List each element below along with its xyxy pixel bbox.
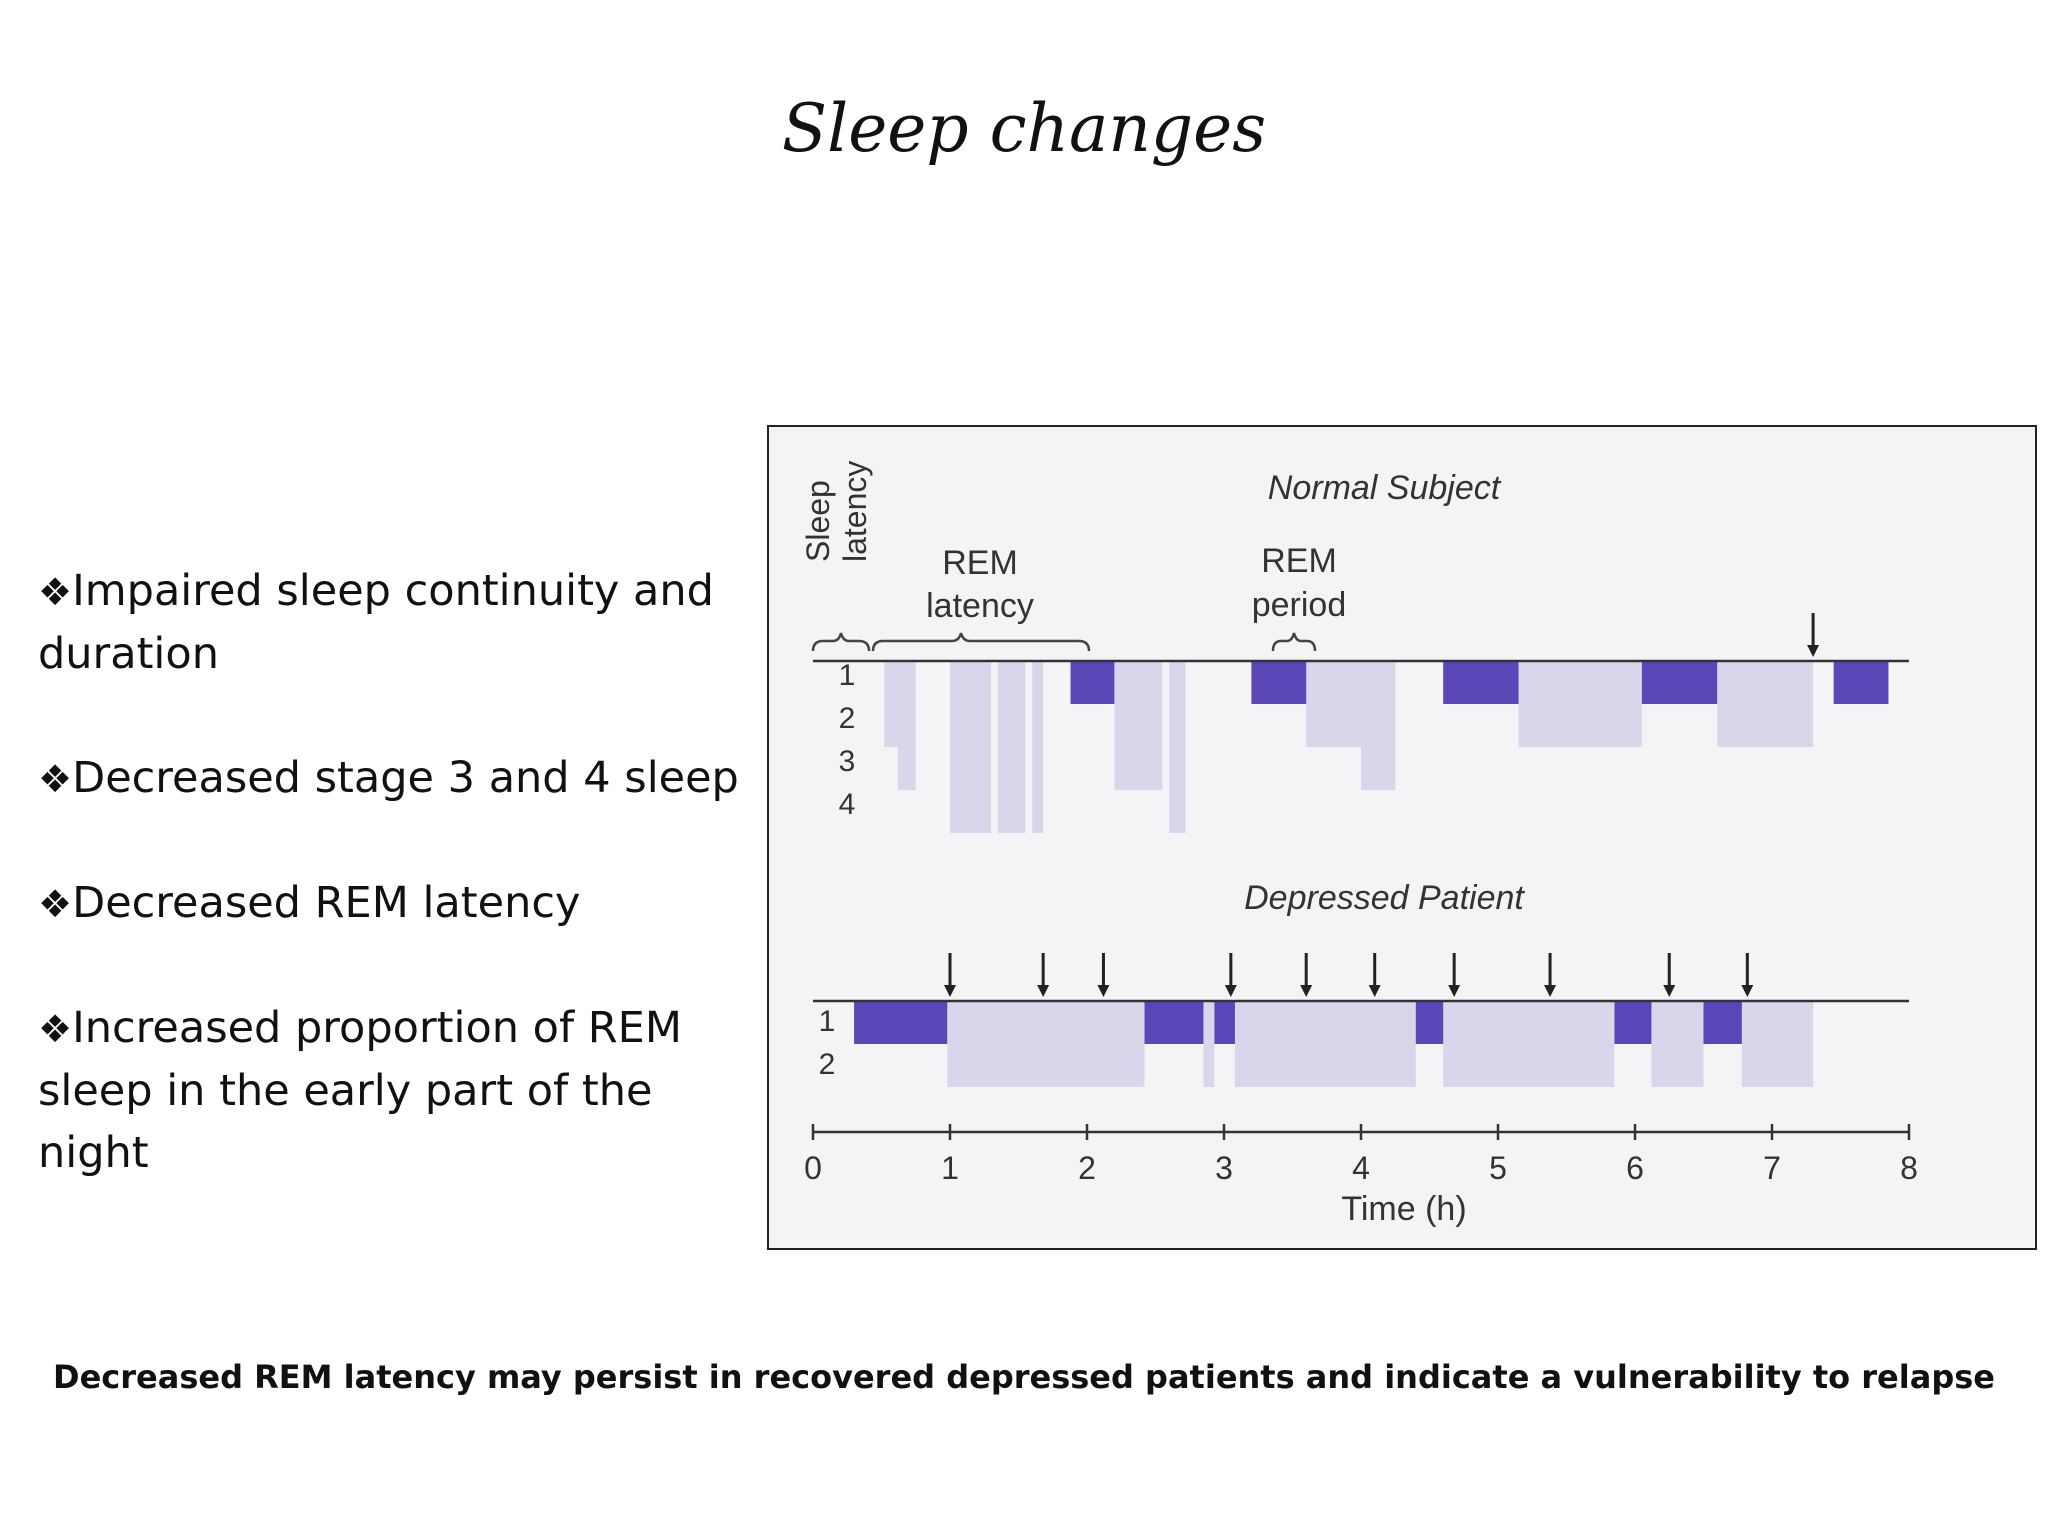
non-rem-segment	[1518, 661, 1642, 747]
sleep-latency-label-line2: latency	[837, 461, 873, 562]
non-rem-segment	[1234, 1001, 1416, 1087]
rem-period-bar	[1070, 661, 1115, 704]
awakening-arrow-icon	[1663, 985, 1676, 997]
stage-label: 2	[819, 1048, 836, 1081]
x-tick-label: 3	[1215, 1150, 1233, 1186]
stage-label: 3	[839, 745, 856, 778]
rem-period-bar	[854, 1001, 948, 1044]
time-axis-label: Time (h)	[1341, 1190, 1466, 1228]
non-rem-segment	[950, 661, 992, 833]
x-tick-label: 7	[1763, 1150, 1781, 1186]
rem-latency-label-line2: latency	[926, 587, 1034, 625]
rem-period-brace	[1271, 632, 1317, 652]
time-axis: 0 1 2 3 4 5 6 7 8	[804, 1124, 1918, 1186]
rem-period-bar	[1144, 1001, 1204, 1044]
x-tick-label: 6	[1626, 1150, 1644, 1186]
awakening-arrow-icon	[1300, 985, 1313, 997]
bullet-text: Impaired sleep continuity and duration	[38, 566, 714, 679]
rem-period-bar	[1833, 661, 1889, 704]
rem-latency-brace	[871, 632, 1091, 652]
bullet-list: ❖Impaired sleep continuity and duration …	[38, 560, 768, 1246]
stage-label: 1	[839, 659, 856, 692]
slide-title: Sleep changes	[781, 90, 1267, 167]
awakening-arrow-icon	[1224, 985, 1237, 997]
rem-period-bar	[1443, 661, 1519, 704]
stage-label: 1	[819, 1005, 836, 1038]
awakening-arrow-icon	[1544, 985, 1557, 997]
hypnogram-svg: Normal Subject Depressed Patient Sleep l…	[769, 427, 2035, 1248]
non-rem-segment	[997, 661, 1026, 833]
normal-hypnogram-bars	[884, 661, 1889, 833]
x-tick-label: 4	[1352, 1150, 1370, 1186]
awakening-arrow-icon	[1037, 985, 1050, 997]
awakening-arrow-icon	[1448, 985, 1461, 997]
stage-label: 2	[839, 702, 856, 735]
rem-period-bar	[1614, 1001, 1652, 1044]
rem-period-bar	[1641, 661, 1718, 704]
x-tick-label: 5	[1489, 1150, 1507, 1186]
rem-period-bar	[1703, 1001, 1742, 1044]
bullet-item: ❖Decreased stage 3 and 4 sleep	[38, 747, 768, 810]
bullet-item: ❖Impaired sleep continuity and duration	[38, 560, 768, 685]
awakening-arrow-icon	[944, 985, 956, 997]
x-tick-label: 1	[941, 1150, 959, 1186]
awakening-arrow-icon	[1097, 985, 1110, 997]
x-tick-label: 0	[804, 1150, 822, 1186]
depressed-stage-labels: 1 2	[819, 1005, 836, 1081]
non-rem-segment	[1741, 1001, 1814, 1087]
rem-period-label-line2: period	[1252, 586, 1347, 624]
awakening-arrow-icon	[1741, 985, 1754, 997]
diamond-bullet-icon: ❖	[38, 1007, 73, 1051]
normal-subject-title: Normal Subject	[1268, 469, 1502, 507]
diamond-bullet-icon: ❖	[38, 570, 73, 614]
x-tick-label: 2	[1078, 1150, 1096, 1186]
depressed-patient-title: Depressed Patient	[1244, 879, 1525, 917]
non-rem-segment	[1032, 661, 1044, 833]
bullet-item: ❖Decreased REM latency	[38, 872, 768, 935]
non-rem-segment	[1114, 661, 1163, 790]
non-rem-segment	[1306, 661, 1361, 747]
non-rem-segment	[1361, 661, 1396, 790]
awakening-arrow-icon	[1368, 985, 1381, 997]
non-rem-segment	[1443, 1001, 1615, 1087]
diamond-bullet-icon: ❖	[38, 882, 73, 926]
non-rem-segment	[884, 661, 898, 747]
diamond-bullet-icon: ❖	[38, 757, 73, 801]
rem-period-bar	[1214, 1001, 1235, 1044]
non-rem-segment	[947, 1001, 1145, 1087]
hypnogram-figure: Normal Subject Depressed Patient Sleep l…	[767, 425, 2037, 1250]
rem-period-bar	[1415, 1001, 1444, 1044]
x-tick-label: 8	[1900, 1150, 1918, 1186]
depressed-hypnogram-bars	[854, 1001, 1814, 1087]
non-rem-segment	[1717, 661, 1814, 747]
non-rem-segment	[1169, 661, 1186, 833]
stage-label: 4	[839, 788, 856, 821]
normal-stage-labels: 1 2 3 4	[839, 659, 856, 821]
awakening-arrows	[944, 613, 1820, 997]
non-rem-segment	[1651, 1001, 1704, 1087]
sleep-latency-label-line1: Sleep	[800, 480, 836, 562]
awakening-arrow-icon	[1807, 645, 1820, 657]
rem-latency-label-line1: REM	[942, 544, 1018, 582]
bullet-text: Increased proportion of REM sleep in the…	[38, 1003, 682, 1178]
non-rem-segment	[1203, 1001, 1215, 1087]
bullet-item: ❖Increased proportion of REM sleep in th…	[38, 997, 768, 1184]
rem-period-label-line1: REM	[1261, 542, 1337, 580]
bullet-text: Decreased REM latency	[72, 878, 581, 928]
figure-background	[769, 427, 2035, 1248]
footer-note: Decreased REM latency may persist in rec…	[53, 1358, 1995, 1396]
sleep-latency-brace	[811, 632, 871, 652]
rem-period-bar	[1251, 661, 1307, 704]
non-rem-segment	[897, 661, 916, 790]
bullet-text: Decreased stage 3 and 4 sleep	[72, 753, 739, 803]
